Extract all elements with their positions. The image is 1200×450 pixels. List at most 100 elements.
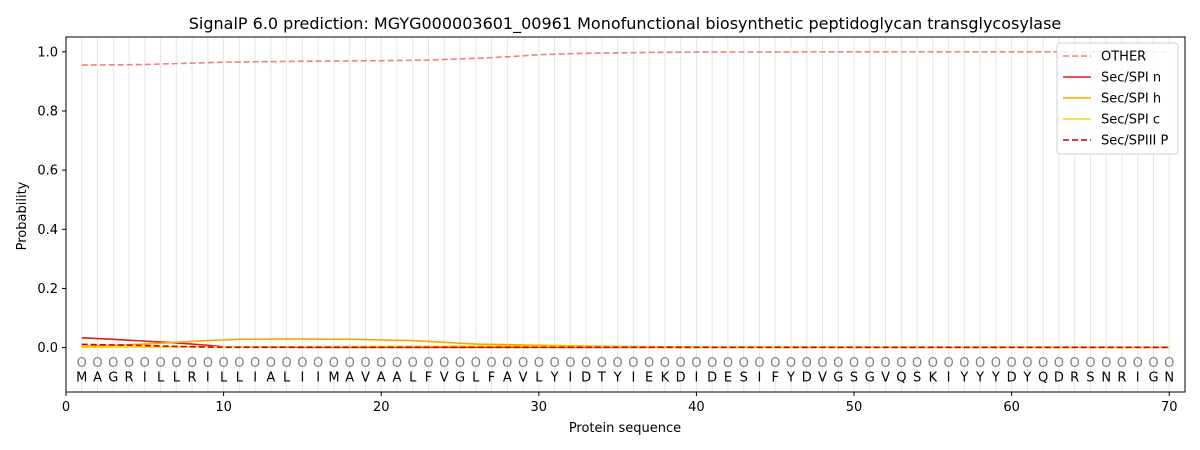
- sequence-letter: T: [597, 371, 606, 386]
- sequence-letter: V: [440, 371, 449, 386]
- region-label: O: [943, 356, 953, 371]
- region-label: O: [896, 356, 906, 371]
- region-label: O: [77, 356, 87, 371]
- region-label: O: [439, 356, 449, 371]
- region-label: O: [802, 356, 812, 371]
- grid-layer: [81, 37, 1170, 392]
- region-label: O: [565, 356, 575, 371]
- x-axis-label: Protein sequence: [569, 421, 681, 436]
- region-label: O: [975, 356, 985, 371]
- sequence-letter: G: [833, 371, 843, 386]
- region-label: O: [187, 356, 197, 371]
- sequence-letter: N: [1101, 371, 1111, 386]
- region-label: O: [991, 356, 1001, 371]
- sequence-letter: M: [76, 371, 87, 386]
- series-line-other: [81, 50, 1170, 66]
- region-label: O: [218, 356, 228, 371]
- sequence-letter: I: [143, 371, 147, 386]
- region-label: O: [155, 356, 165, 371]
- sequence-letter: I: [695, 371, 699, 386]
- region-label: O: [1038, 356, 1048, 371]
- sequence-letter: F: [771, 371, 778, 386]
- region-label: O: [1070, 356, 1080, 371]
- sequence-letter: I: [631, 371, 635, 386]
- sequence-letter: I: [300, 371, 304, 386]
- sequence-letter: D: [1007, 371, 1017, 386]
- sequence-letter: D: [1054, 371, 1064, 386]
- region-label: O: [1054, 356, 1064, 371]
- region-label: O: [959, 356, 969, 371]
- region-label: O: [345, 356, 355, 371]
- sequence-letter: R: [188, 371, 197, 386]
- region-label: O: [817, 356, 827, 371]
- x-tick-label: 70: [1161, 400, 1178, 415]
- sequence-letter: Q: [896, 371, 906, 386]
- region-label: O: [124, 356, 134, 371]
- region-label: O: [471, 356, 481, 371]
- sequence-letter: L: [157, 371, 165, 386]
- region-label: O: [865, 356, 875, 371]
- plot-frame: [65, 36, 1186, 393]
- region-label: O: [282, 356, 292, 371]
- region-label: O: [455, 356, 465, 371]
- sequence-letter: V: [519, 371, 528, 386]
- region-label: O: [92, 356, 102, 371]
- sequence-letter: I: [568, 371, 572, 386]
- x-tick-label: 0: [62, 400, 70, 415]
- region-label: O: [502, 356, 512, 371]
- sequence-letter: D: [676, 371, 686, 386]
- region-label: O: [297, 356, 307, 371]
- region-label: O: [313, 356, 323, 371]
- sequence-letter: G: [865, 371, 875, 386]
- y-tick-label: 0.4: [37, 223, 58, 238]
- sequence-letter: L: [283, 371, 291, 386]
- sequence-letter: E: [724, 371, 732, 386]
- y-axis-label: Probability: [15, 181, 30, 250]
- sequence-letter: A: [345, 371, 354, 386]
- x-tick-label: 50: [846, 400, 863, 415]
- region-label: O: [628, 356, 638, 371]
- sequence-letter: R: [125, 371, 134, 386]
- sequence-letter: L: [472, 371, 480, 386]
- sequence-letter: G: [455, 371, 465, 386]
- sequence-letter: Y: [613, 371, 622, 386]
- y-tick-label: 0.0: [37, 341, 58, 356]
- sequence-letter: I: [947, 371, 951, 386]
- sequence-letter: V: [881, 371, 890, 386]
- region-label: O: [171, 356, 181, 371]
- region-label: O: [644, 356, 654, 371]
- sequence-letter: Y: [975, 371, 984, 386]
- region-label: O: [329, 356, 339, 371]
- region-label: O: [754, 356, 764, 371]
- legend-label: Sec/SPI n: [1101, 71, 1161, 86]
- sequence-letter: A: [93, 371, 102, 386]
- sequence-letter: K: [661, 371, 670, 386]
- legend-label: Sec/SPI h: [1101, 92, 1161, 107]
- y-tick-label: 0.6: [37, 164, 58, 179]
- legend: OTHER Sec/SPI n Sec/SPI h Sec/SPI c Sec/SPII…: [1056, 42, 1179, 155]
- sequence-letter: Y: [786, 371, 795, 386]
- sequence-letter: R: [1070, 371, 1079, 386]
- sequence-letter: F: [425, 371, 432, 386]
- sequence-letter: D: [581, 371, 591, 386]
- region-label: O: [1085, 356, 1095, 371]
- region-label: O: [723, 356, 733, 371]
- region-label: O: [534, 356, 544, 371]
- sequence-letter: A: [266, 371, 275, 386]
- region-label: O: [518, 356, 528, 371]
- region-label: O: [250, 356, 260, 371]
- sequence-letter: F: [488, 371, 495, 386]
- region-label: O: [234, 356, 244, 371]
- legend-label: Sec/SPIII P: [1101, 134, 1169, 149]
- sequence-letter: S: [740, 371, 748, 386]
- region-label: O: [140, 356, 150, 371]
- sequence-letter: A: [393, 371, 402, 386]
- region-label: O: [1022, 356, 1032, 371]
- y-tick-label: 1.0: [37, 45, 58, 60]
- region-label: O: [739, 356, 749, 371]
- region-label: O: [360, 356, 370, 371]
- sequence-letter: Q: [1038, 371, 1048, 386]
- sequence-letter: L: [173, 371, 181, 386]
